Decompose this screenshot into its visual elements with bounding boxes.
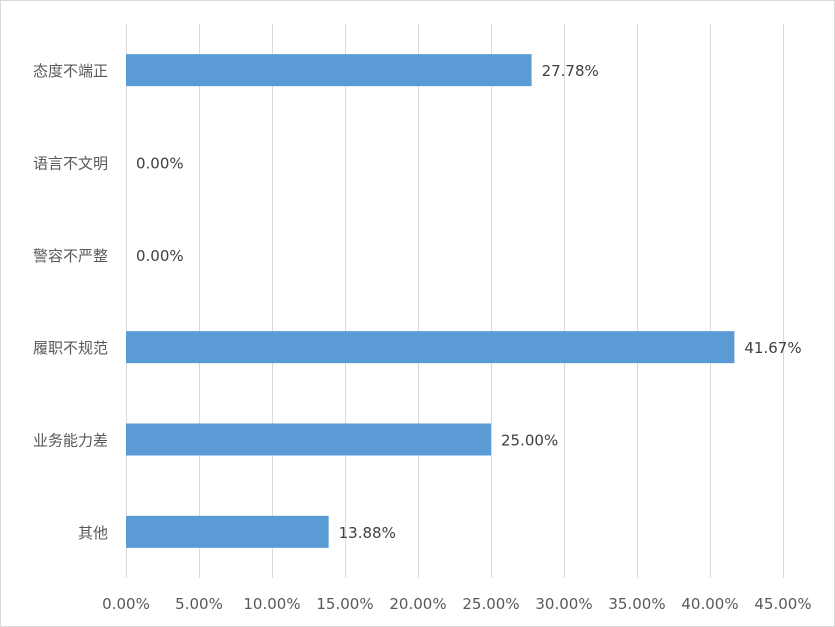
x-tick-label: 30.00% xyxy=(535,595,592,613)
data-label: 25.00% xyxy=(501,432,558,450)
labels: 0.00% 5.00% 10.00% 15.00% 20.00% 25.00% 30.00%… xyxy=(33,62,812,613)
x-tick-label: 20.00% xyxy=(389,595,446,613)
x-tick-label: 5.00% xyxy=(175,595,223,613)
data-label: 27.78% xyxy=(542,62,599,80)
bar xyxy=(126,515,329,548)
category-label: 履职不规范 xyxy=(33,339,108,357)
x-tick-label: 35.00% xyxy=(608,595,665,613)
x-tick-label: 15.00% xyxy=(316,595,373,613)
category-label: 态度不端正 xyxy=(33,62,108,80)
x-tick-label: 25.00% xyxy=(462,595,519,613)
data-label: 0.00% xyxy=(136,155,184,173)
category-label: 警容不严整 xyxy=(33,247,108,265)
data-label: 13.88% xyxy=(339,524,396,542)
category-label: 语言不文明 xyxy=(33,155,108,173)
bar xyxy=(126,331,735,364)
bar xyxy=(126,54,532,87)
data-label: 0.00% xyxy=(136,247,184,265)
bars xyxy=(126,54,735,548)
category-label: 其他 xyxy=(78,524,108,542)
x-tick-label: 10.00% xyxy=(243,595,300,613)
category-label: 业务能力差 xyxy=(33,432,108,450)
x-tick-label: 45.00% xyxy=(754,595,811,613)
x-tick-label: 40.00% xyxy=(681,595,738,613)
x-tick-label: 0.00% xyxy=(102,595,150,613)
gridlines xyxy=(126,24,784,578)
data-label: 41.67% xyxy=(744,339,801,357)
bar xyxy=(126,423,491,456)
